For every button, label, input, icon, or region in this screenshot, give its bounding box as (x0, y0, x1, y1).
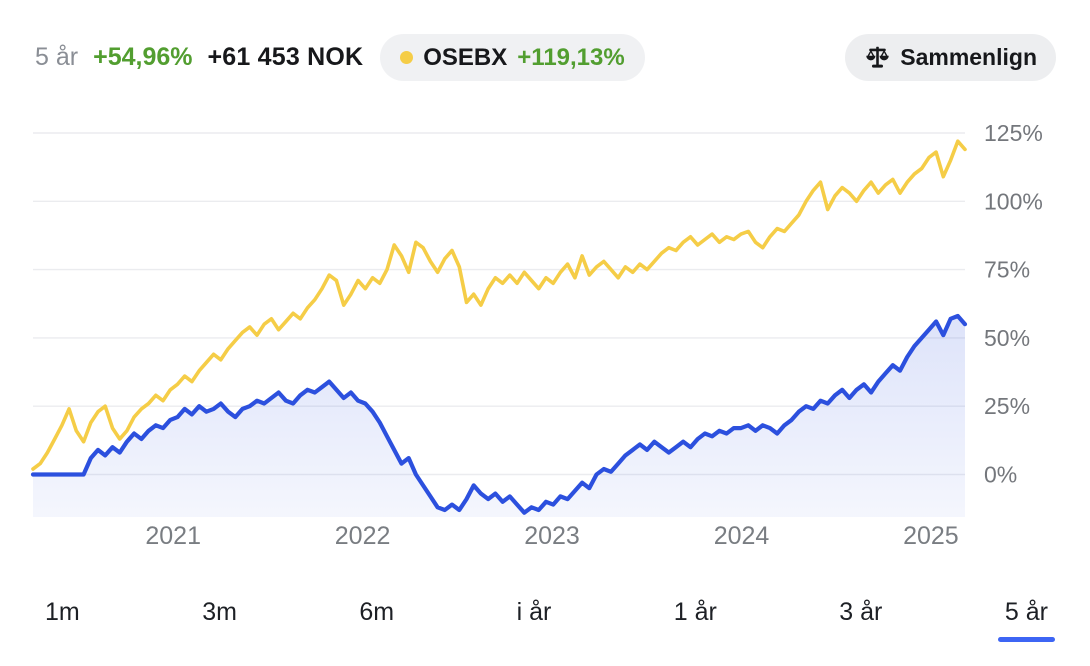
tab-label: 3 år (839, 598, 883, 626)
tab-1y[interactable]: 1 år (674, 598, 717, 642)
x-axis-label: 2023 (524, 522, 580, 550)
chart-area: 0% 25% 50% 75% 100% 125% 2021 2022 2023 2024 2025 (0, 95, 1090, 560)
y-axis-label: 75% (984, 257, 1030, 283)
tab-1m[interactable]: 1m (45, 598, 80, 642)
x-axis-label: 2025 (903, 522, 959, 550)
period-label: 5 år (35, 43, 79, 71)
benchmark-return-percent: +119,13% (517, 43, 625, 71)
tab-label: 6m (359, 598, 395, 626)
OSEBX-series-line (31, 139, 967, 471)
return-amount: +61 453 NOK (207, 43, 364, 71)
main-series-line (30, 313, 968, 515)
performance-chart: 0% 25% 50% 75% 100% 125% 2021 2022 2023 2024 2025 (30, 120, 1043, 550)
time-range-tabs: 1m 3m 6m i år 1 år 3 år 5 år (0, 560, 1090, 642)
balance-scale-icon (864, 44, 891, 71)
benchmark-dot-icon (400, 51, 414, 64)
compare-button[interactable]: Sammenlign (845, 34, 1056, 81)
tab-3y[interactable]: 3 år (839, 598, 882, 642)
tab-ytd[interactable]: i år (517, 598, 552, 642)
tab-6m[interactable]: 6m (359, 598, 394, 642)
y-axis-label: 100% (984, 188, 1043, 214)
y-axis-label: 25% (984, 393, 1030, 419)
x-axis-label: 2024 (714, 522, 770, 550)
y-axis-label: 50% (984, 325, 1030, 351)
tab-label: 1m (45, 598, 80, 626)
y-axis-label: 125% (984, 120, 1043, 146)
benchmark-badge[interactable]: OSEBX +119,13% (380, 34, 645, 81)
return-percent: +54,96% (93, 43, 193, 71)
tab-label: 1 år (673, 598, 717, 626)
performance-summary: 5 år +54,96% +61 453 NOK (35, 43, 363, 72)
tab-3m[interactable]: 3m (202, 598, 237, 642)
y-axis-label: 0% (984, 462, 1017, 488)
tab-label: 3m (202, 598, 237, 626)
chart-header: 5 år +54,96% +61 453 NOK OSEBX +119,13% … (0, 0, 1090, 95)
tab-label: 5 år (1004, 598, 1048, 626)
main-series-area (33, 316, 965, 517)
tab-5y[interactable]: 5 år (1005, 598, 1048, 642)
x-axis-label: 2021 (145, 522, 201, 550)
tab-label: i år (516, 598, 552, 626)
compare-button-label: Sammenlign (900, 44, 1037, 70)
x-axis-label: 2022 (335, 522, 391, 550)
benchmark-name: OSEBX (423, 43, 508, 71)
